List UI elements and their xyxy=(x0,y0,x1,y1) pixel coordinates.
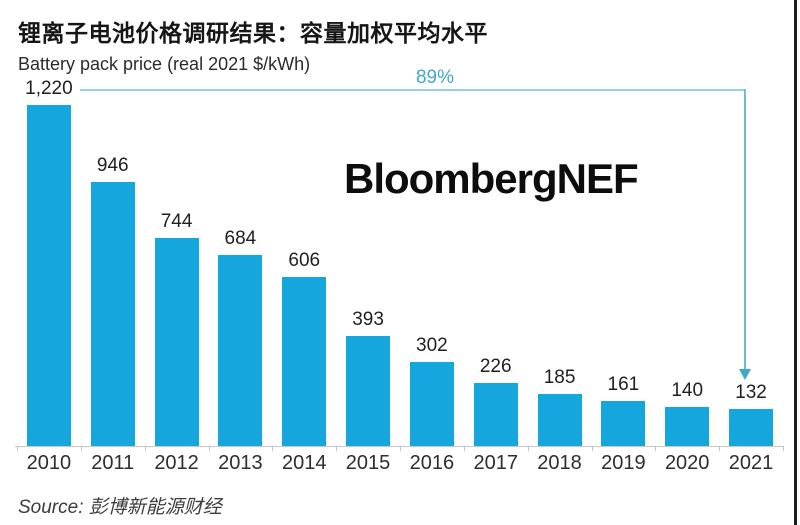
bloombergnef-watermark: BloombergNEF xyxy=(344,155,639,202)
bar-series: 1,220 946 744 684 606 393 302 226 185 161 140 132 xyxy=(17,75,783,446)
x-axis-labels: 2010 2011 2012 2013 2014 2015 2016 2017 2018 2019… xyxy=(17,452,783,475)
axis-tick xyxy=(400,446,401,451)
right-border-line xyxy=(794,0,797,525)
x-axis-label: 2015 xyxy=(345,452,391,474)
axis-tick xyxy=(528,446,529,451)
bar-value-label: 606 xyxy=(288,250,321,271)
bar-column: 226 xyxy=(464,75,528,446)
bar xyxy=(409,362,454,446)
axis-tick xyxy=(655,446,656,451)
axis-tick xyxy=(145,446,146,451)
bar-value-label: 946 xyxy=(96,155,129,176)
axis-tick xyxy=(719,446,720,451)
bar xyxy=(346,336,391,446)
x-axis-label: 2011 xyxy=(91,452,135,474)
x-axis-label: 2014 xyxy=(281,452,327,474)
bar-column: 161 xyxy=(591,75,655,446)
decline-percent-label: 89% xyxy=(415,67,455,88)
bar xyxy=(473,383,518,446)
bar xyxy=(154,238,199,446)
axis-tick xyxy=(17,446,18,451)
axis-tick xyxy=(783,446,784,451)
chart-subtitle: Battery pack price (real 2021 $/kWh) xyxy=(18,54,311,74)
bar-column: 140 xyxy=(655,75,719,446)
bar-value-label: 132 xyxy=(735,382,767,403)
bar xyxy=(601,401,646,446)
source-text: 彭博新能源财经 xyxy=(88,497,222,518)
x-axis-label: 2010 xyxy=(26,452,72,474)
down-arrow-icon xyxy=(739,369,751,380)
bar xyxy=(282,277,327,446)
bar-column: 302 xyxy=(400,75,464,446)
bar-column: 1,220 xyxy=(17,75,81,446)
bar-value-label: 744 xyxy=(160,211,193,232)
source-line: Source: 彭博新能源财经 xyxy=(18,492,222,519)
bar-column: 606 xyxy=(272,75,336,446)
bar-column: 393 xyxy=(336,75,400,446)
axis-tick xyxy=(592,446,593,451)
bar-value-label: 302 xyxy=(416,335,448,356)
bar-column: 744 xyxy=(145,75,209,446)
x-axis-label: 2021 xyxy=(728,452,774,474)
bar-value-label: 161 xyxy=(607,374,640,395)
axis-tick xyxy=(464,446,465,451)
bar-column: 946 xyxy=(81,75,145,446)
x-axis-label: 2012 xyxy=(154,452,199,474)
bar-value-label: 226 xyxy=(479,356,512,377)
bar xyxy=(90,182,135,446)
x-axis-label: 2018 xyxy=(537,452,582,474)
x-axis-label: 2020 xyxy=(664,452,710,474)
bar-column: 132 xyxy=(719,75,783,446)
bar-column: 684 xyxy=(208,75,272,446)
x-axis-label: 2019 xyxy=(601,452,646,474)
bar xyxy=(218,255,263,446)
axis-tick xyxy=(81,446,82,451)
axis-tick xyxy=(336,446,337,451)
x-axis-label: 2013 xyxy=(218,452,263,474)
bar-value-label: 1,220 xyxy=(25,78,73,99)
x-axis-ticks xyxy=(17,446,784,452)
axis-tick xyxy=(209,446,210,451)
source-prefix: Source: xyxy=(18,497,84,518)
bar-value-label: 185 xyxy=(543,367,576,388)
bar-value-label: 140 xyxy=(671,380,704,401)
x-axis-label: 2016 xyxy=(409,452,455,474)
bar-value-label: 393 xyxy=(352,309,384,330)
bar xyxy=(665,407,710,446)
x-axis-label: 2017 xyxy=(473,452,518,474)
page-title: 锂离子电池价格调研结果：容量加权平均水平 xyxy=(18,20,488,46)
bar xyxy=(729,409,774,446)
x-axis-line xyxy=(15,446,783,447)
decline-annotation-vline xyxy=(744,89,746,369)
decline-annotation-hline xyxy=(80,89,744,91)
bar xyxy=(26,105,71,446)
axis-tick xyxy=(272,446,273,451)
bar-value-label: 684 xyxy=(224,228,257,249)
bar xyxy=(537,394,582,446)
bar-column: 185 xyxy=(528,75,592,446)
